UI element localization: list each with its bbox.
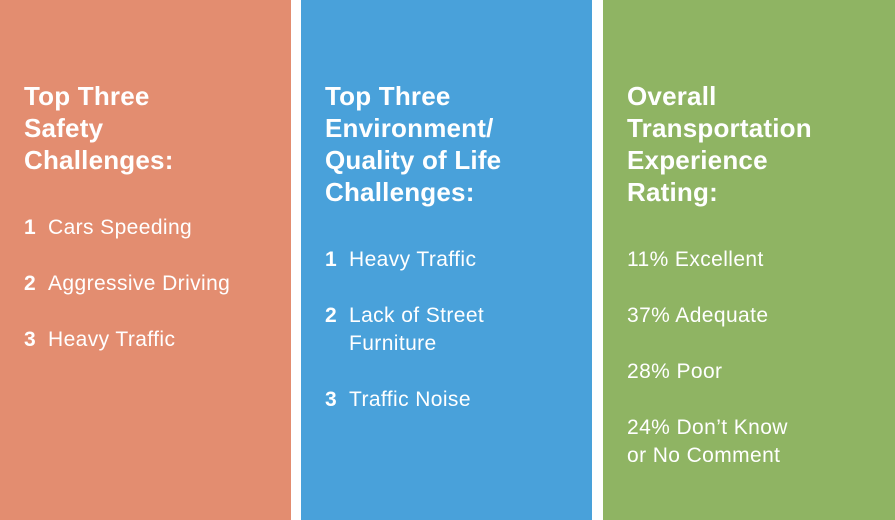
transportation-rating-list: 11% Excellent 37% Adequate 28% Poor 24% …: [627, 246, 895, 470]
environment-challenges-panel: Top Three Environment/ Quality of Life C…: [301, 0, 592, 520]
rating-text: 11% Excellent: [627, 248, 764, 271]
list-item: 28% Poor: [627, 358, 895, 386]
item-text: Cars Speeding: [48, 216, 193, 239]
list-item: 1 Cars Speeding: [24, 214, 291, 242]
safety-challenges-heading: Top Three Safety Challenges:: [24, 81, 174, 175]
item-text: Lack of Street Furniture: [349, 304, 485, 355]
safety-challenges-list: 1 Cars Speeding 2 Aggressive Driving 3 H…: [24, 214, 291, 354]
list-item: 2 Aggressive Driving: [24, 270, 291, 298]
environment-challenges-heading: Top Three Environment/ Quality of Life C…: [325, 81, 502, 207]
list-item: 2 Lack of Street Furniture: [325, 302, 592, 358]
item-text: Heavy Traffic: [349, 248, 477, 271]
transportation-rating-heading: Overall Transportation Experience Rating…: [627, 81, 812, 207]
rating-text: 37% Adequate: [627, 304, 769, 327]
list-item: 24% Don’t Know or No Comment: [627, 414, 895, 470]
item-text: Aggressive Driving: [48, 272, 231, 295]
item-number: 2: [325, 304, 338, 327]
item-number: 3: [24, 328, 37, 351]
item-number: 3: [325, 388, 338, 411]
item-number: 1: [24, 216, 37, 239]
rating-text: 28% Poor: [627, 360, 723, 383]
rating-text: 24% Don’t Know or No Comment: [627, 416, 788, 467]
list-item: 11% Excellent: [627, 246, 895, 274]
list-item: 3 Heavy Traffic: [24, 326, 291, 354]
item-number: 2: [24, 272, 37, 295]
list-item: 37% Adequate: [627, 302, 895, 330]
transportation-rating-panel: Overall Transportation Experience Rating…: [603, 0, 895, 520]
list-item: 3 Traffic Noise: [325, 386, 592, 414]
list-item: 1 Heavy Traffic: [325, 246, 592, 274]
item-text: Heavy Traffic: [48, 328, 176, 351]
safety-challenges-panel: Top Three Safety Challenges: 1 Cars Spee…: [0, 0, 291, 520]
item-text: Traffic Noise: [349, 388, 471, 411]
item-number: 1: [325, 248, 338, 271]
environment-challenges-list: 1 Heavy Traffic 2 Lack of Street Furnitu…: [325, 246, 592, 414]
